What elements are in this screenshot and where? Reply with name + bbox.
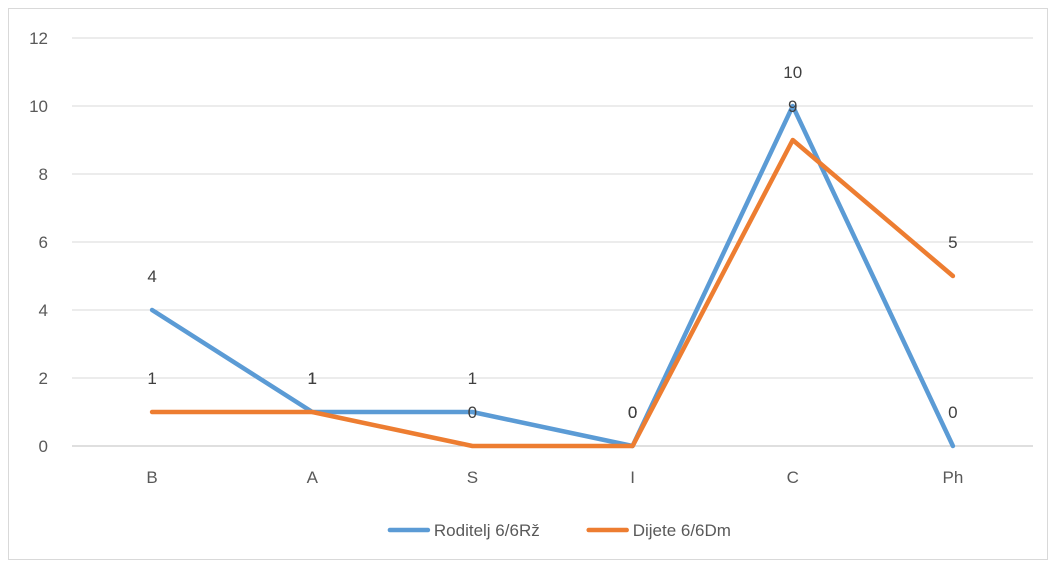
data-label: 1 — [308, 369, 317, 388]
x-tick-label: A — [307, 468, 319, 487]
data-label: 1 — [308, 369, 317, 388]
y-tick-label: 4 — [39, 301, 48, 320]
data-label: 4 — [147, 267, 156, 286]
legend-label: Roditelj 6/6Rž — [434, 521, 540, 540]
x-tick-label: B — [146, 468, 157, 487]
y-tick-label: 8 — [39, 165, 48, 184]
data-label: 5 — [948, 233, 957, 252]
data-label: 9 — [788, 97, 797, 116]
y-tick-label: 0 — [39, 437, 48, 456]
series-lines — [149, 103, 956, 449]
data-label: 0 — [468, 403, 477, 422]
series-line-1 — [149, 103, 956, 449]
gridlines — [72, 37, 1033, 447]
data-label: 0 — [948, 403, 957, 422]
legend: Roditelj 6/6Rž Dijete 6/6Dm — [387, 521, 731, 540]
data-label: 1 — [147, 369, 156, 388]
y-tick-label: 12 — [29, 29, 48, 48]
legend-label: Dijete 6/6Dm — [633, 521, 731, 540]
x-tick-label: Ph — [943, 468, 964, 487]
series-line-2 — [149, 137, 956, 449]
y-axis-ticks: 0 2 4 6 8 10 12 — [29, 29, 48, 456]
x-axis-ticks: B A S I C Ph — [146, 468, 963, 487]
x-tick-label: C — [787, 468, 799, 487]
data-label: 1 — [468, 369, 477, 388]
data-label: 10 — [783, 63, 802, 82]
x-tick-label: I — [630, 468, 635, 487]
data-label: 0 — [628, 403, 637, 422]
y-tick-label: 2 — [39, 369, 48, 388]
x-tick-label: S — [467, 468, 478, 487]
y-tick-label: 10 — [29, 97, 48, 116]
data-label: 0 — [628, 403, 637, 422]
y-tick-label: 6 — [39, 233, 48, 252]
